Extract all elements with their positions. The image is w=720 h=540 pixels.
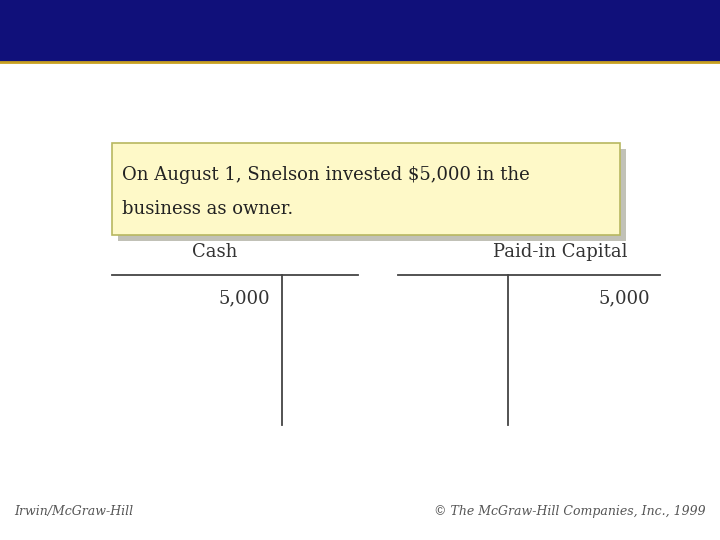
Text: © The McGraw-Hill Companies, Inc., 1999: © The McGraw-Hill Companies, Inc., 1999 bbox=[434, 505, 706, 518]
Text: Paid-in Capital: Paid-in Capital bbox=[492, 243, 627, 261]
Text: Cash: Cash bbox=[192, 243, 238, 261]
Text: Slide 4-4: Slide 4-4 bbox=[620, 22, 702, 40]
FancyBboxPatch shape bbox=[118, 149, 626, 241]
Text: 5,000: 5,000 bbox=[218, 289, 270, 307]
Text: On August 1, Snelson invested $5,000 in the: On August 1, Snelson invested $5,000 in … bbox=[122, 166, 530, 184]
Text: Transaction Analysis: Transaction Analysis bbox=[18, 17, 340, 45]
Text: business as owner.: business as owner. bbox=[122, 200, 293, 218]
Text: Irwin/McGraw-Hill: Irwin/McGraw-Hill bbox=[14, 505, 133, 518]
FancyBboxPatch shape bbox=[112, 143, 620, 235]
Bar bbox=[0, 0, 720, 62]
Text: 5,000: 5,000 bbox=[598, 289, 650, 307]
